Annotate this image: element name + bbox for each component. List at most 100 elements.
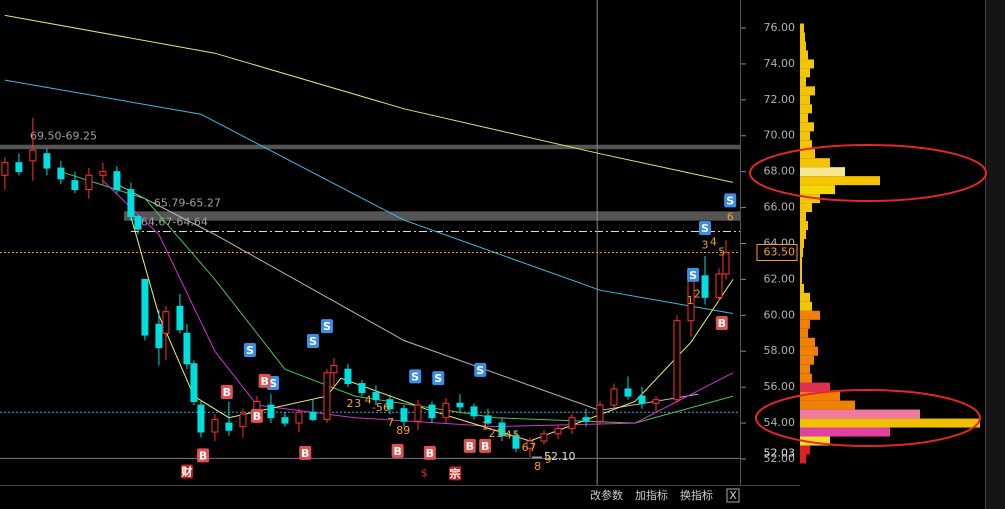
profile-bar <box>800 391 840 401</box>
profile-bar <box>800 355 814 365</box>
highlight-ellipse <box>755 389 981 447</box>
profile-bar <box>800 346 818 356</box>
candle-body <box>428 404 436 419</box>
candle-body <box>211 418 219 433</box>
signal-label: B <box>718 317 726 330</box>
y-tick-label: 60.00 <box>764 308 796 321</box>
count-label: 1 <box>482 420 489 433</box>
candle-body <box>715 273 723 298</box>
profile-bar <box>800 310 820 320</box>
profile-bar <box>800 301 812 311</box>
candle-body <box>155 323 163 349</box>
count-label: 6 <box>383 401 390 414</box>
toolbar: 改参数 加指标 换指标 X <box>590 488 740 503</box>
candle-body <box>190 363 198 403</box>
profile-bar <box>800 86 815 96</box>
candle-body <box>568 417 576 429</box>
profile-bar <box>800 445 810 455</box>
profile-bar <box>800 409 920 419</box>
candle-body <box>239 413 247 428</box>
candle-body <box>197 404 205 433</box>
candle-body <box>295 411 303 424</box>
candle-body <box>722 251 730 275</box>
profile-bar <box>800 122 814 132</box>
y-tick-label: 74.00 <box>764 57 796 70</box>
count-label: 2 <box>347 397 354 410</box>
profile-bar <box>800 265 802 275</box>
signal-box <box>687 267 700 282</box>
profile-bar <box>800 418 980 428</box>
count-label: 4 <box>710 236 717 249</box>
candle-body <box>673 320 681 401</box>
candle-body <box>701 275 709 298</box>
profile-bar <box>800 247 803 257</box>
close-button[interactable]: X <box>729 489 737 502</box>
signal-label: S <box>689 269 697 282</box>
candle-body <box>442 402 450 419</box>
signal-box <box>715 316 728 331</box>
candle-body <box>554 427 562 435</box>
candle-body <box>582 417 590 422</box>
signal-box <box>449 466 462 481</box>
y-tick-label: 70.00 <box>764 129 796 142</box>
candle-body <box>15 162 23 173</box>
profile-bar <box>800 158 830 168</box>
y-tick-label: 52.00 <box>764 452 796 465</box>
y-tick-label: 76.00 <box>764 21 796 34</box>
signal-box <box>463 438 476 453</box>
signal-label: B <box>253 410 261 423</box>
y-tick-label: 56.00 <box>764 380 796 393</box>
profile-bar <box>800 176 880 186</box>
signal-box <box>391 443 404 458</box>
low-price-label: 52.03 <box>764 446 796 459</box>
profile-bar <box>800 32 805 42</box>
candle-body <box>624 388 632 397</box>
signal-box <box>250 408 263 423</box>
toolbar-button[interactable]: 换指标 <box>680 488 713 502</box>
candle-body <box>71 180 79 191</box>
candle-body <box>470 406 478 417</box>
candle-body <box>127 189 135 218</box>
profile-bar <box>800 77 806 87</box>
profile-bar <box>800 274 802 284</box>
profile-bar <box>800 149 815 159</box>
candle-body <box>225 422 233 431</box>
count-label: 3 <box>701 238 708 251</box>
count-label: 2 <box>489 427 496 440</box>
y-tick-label: 68.00 <box>764 165 796 178</box>
candle-body <box>309 411 317 420</box>
profile-bar <box>800 364 810 374</box>
signal-box <box>197 448 210 463</box>
highlight-ellipse <box>749 144 987 202</box>
candle-body <box>183 332 191 365</box>
signal-label: 财 <box>180 465 192 479</box>
profile-bar <box>800 50 808 60</box>
toolbar-button[interactable]: 改参数 <box>590 488 623 502</box>
profile-bar <box>800 185 835 195</box>
toolbar-button[interactable]: 加指标 <box>635 488 668 502</box>
profile-bar <box>800 104 812 114</box>
candle-body <box>57 167 65 180</box>
signal-label: S <box>476 364 484 377</box>
count-label: 4 <box>365 394 372 407</box>
profile-bar <box>800 212 806 222</box>
candle-body <box>596 404 604 422</box>
candle-body <box>344 368 352 385</box>
count-label: 2 <box>694 288 701 301</box>
profile-bar <box>800 283 804 293</box>
profile-bar <box>800 131 810 141</box>
y-tick-label: 66.00 <box>764 201 796 214</box>
profile-bar <box>800 337 815 347</box>
price-band <box>123 211 740 221</box>
low-annotation: 52.10 <box>544 450 576 463</box>
count-label: 8 <box>534 460 541 473</box>
candle-body <box>141 278 149 336</box>
profile-bar <box>800 373 812 383</box>
signal-label: B <box>426 447 434 460</box>
ma-line <box>116 183 699 412</box>
close-box[interactable] <box>726 488 740 503</box>
level-label: 64.67-64.64 <box>141 215 208 228</box>
signal-box <box>432 371 445 386</box>
candle-body <box>526 440 534 449</box>
